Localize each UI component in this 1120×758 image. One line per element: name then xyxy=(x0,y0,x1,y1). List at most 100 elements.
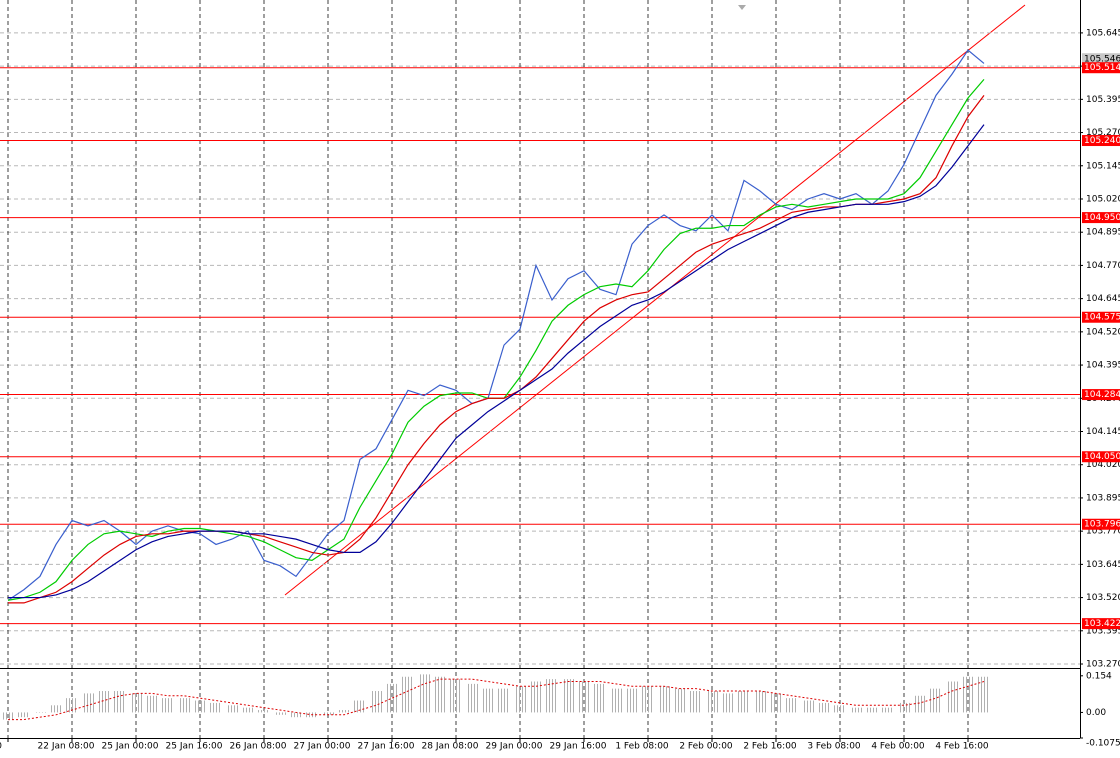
histogram-bar xyxy=(338,710,350,713)
level-box xyxy=(1082,618,1120,630)
x-tick-label: 3 Feb 08:00 xyxy=(807,742,861,752)
x-tick-label: 2 Feb 16:00 xyxy=(743,742,797,752)
y-tick-label: 104.020 xyxy=(1086,460,1120,470)
y-tick-label: 103.270 xyxy=(1086,660,1120,670)
histogram-bar xyxy=(450,679,462,713)
level-label: 104.050 xyxy=(1084,452,1120,462)
level-box xyxy=(1082,212,1120,224)
histogram-bar xyxy=(674,688,686,713)
level-label: 103.422 xyxy=(1084,619,1120,629)
histogram-bar xyxy=(530,681,542,713)
histogram-bar xyxy=(786,698,798,713)
histogram-bar xyxy=(2,712,14,720)
histogram-bar xyxy=(978,676,990,713)
x-tick-label: 25 Jan 00:00 xyxy=(102,742,159,752)
histogram-bar xyxy=(642,686,654,713)
histogram-bar xyxy=(802,700,814,713)
histogram-bar xyxy=(258,710,270,713)
y-tick-label: 0.00 xyxy=(1086,708,1106,718)
last-price-label: 105.546 xyxy=(1084,55,1120,65)
histogram-bar xyxy=(914,695,926,713)
level-box xyxy=(1082,311,1120,323)
histogram-bar xyxy=(962,676,974,713)
y-tick-label: 104.395 xyxy=(1086,361,1120,371)
level-box xyxy=(1082,62,1120,74)
histogram-bar xyxy=(882,707,894,713)
level-label: 105.514 xyxy=(1084,63,1120,73)
y-tick-label: 105.270 xyxy=(1086,128,1120,138)
x-tick-label: 1 Feb 08:00 xyxy=(615,742,669,752)
histogram-bar xyxy=(402,676,414,713)
histogram-bar xyxy=(946,681,958,713)
histogram-bar xyxy=(434,676,446,713)
histogram-bar xyxy=(578,681,590,713)
histogram-bar xyxy=(354,700,366,713)
y-tick-label: 104.145 xyxy=(1086,427,1120,437)
histogram-bar xyxy=(818,702,830,713)
histogram-bar xyxy=(466,683,478,713)
level-box xyxy=(1082,451,1120,463)
y-tick-label: 103.645 xyxy=(1086,560,1120,570)
level-label: 104.575 xyxy=(1084,313,1120,323)
histogram-bar xyxy=(658,686,670,713)
y-tick-label: 0.154 xyxy=(1086,671,1112,681)
histogram-bar xyxy=(834,705,846,713)
histogram-bar xyxy=(210,702,222,713)
histogram-bar xyxy=(386,683,398,713)
x-tick-label: 29 Jan 16:00 xyxy=(550,742,607,752)
histogram-bar xyxy=(322,712,334,715)
y-tick-label: 105.395 xyxy=(1086,95,1120,105)
level-label: 103.796 xyxy=(1084,520,1120,530)
x-tick-label: 4 Feb 00:00 xyxy=(871,742,925,752)
series-line xyxy=(8,94,985,604)
histogram-bar xyxy=(114,691,126,713)
trend-line xyxy=(284,4,1026,596)
histogram-bar xyxy=(850,707,862,713)
x-tick-label: 27 Jan 00:00 xyxy=(294,742,351,752)
histogram-bar xyxy=(50,705,62,713)
histogram-bar xyxy=(866,707,878,713)
y-tick-label: 104.645 xyxy=(1086,294,1120,304)
y-tick-label: 104.520 xyxy=(1086,327,1120,337)
histogram-bar xyxy=(738,691,750,713)
histogram-bar xyxy=(290,712,302,718)
level-box xyxy=(1082,389,1120,401)
x-tick-label: 4 Feb 16:00 xyxy=(935,742,989,752)
histogram-bar xyxy=(562,679,574,713)
last-price-box xyxy=(1082,53,1120,65)
histogram-bar xyxy=(594,683,606,713)
y-tick-label: 105.020 xyxy=(1086,194,1120,204)
histogram-bar xyxy=(898,702,910,713)
histogram-bar xyxy=(146,695,158,713)
y-tick-label: 103.895 xyxy=(1086,493,1120,503)
series-line xyxy=(7,49,985,601)
histogram-bar xyxy=(18,712,30,718)
x-tick-label: 29 Jan 00:00 xyxy=(486,742,543,752)
y-tick-label: 103.770 xyxy=(1086,527,1120,537)
histogram-bar xyxy=(770,693,782,713)
x-tick-label: 25 Jan 16:00 xyxy=(166,742,223,752)
histogram-bar xyxy=(98,691,110,713)
histogram-bar xyxy=(274,712,286,715)
y-tick-label: 104.895 xyxy=(1086,228,1120,238)
level-label: 104.284 xyxy=(1084,390,1120,400)
x-tick-label: 22 Jan 08:00 xyxy=(38,742,95,752)
y-tick-label: 105.145 xyxy=(1086,161,1120,171)
histogram-bar xyxy=(162,698,174,713)
y-tick-label: 105.645 xyxy=(1086,28,1120,38)
histogram-bar xyxy=(178,698,190,713)
histogram-bar xyxy=(514,686,526,713)
x-tick-label: 2 Feb 00:00 xyxy=(679,742,733,752)
y-tick-label: -0.1075 xyxy=(1086,739,1120,749)
histogram-bar xyxy=(498,688,510,713)
histogram-bar xyxy=(610,688,622,713)
y-tick-label: 103.395 xyxy=(1086,626,1120,636)
y-tick-label: 103.520 xyxy=(1086,593,1120,603)
histogram-bar xyxy=(194,700,206,713)
x-tick-label: 28 Jan 08:00 xyxy=(422,742,479,752)
y-tick-label: 104.770 xyxy=(1086,261,1120,271)
histogram-bar xyxy=(130,693,142,713)
histogram-bar xyxy=(706,691,718,713)
